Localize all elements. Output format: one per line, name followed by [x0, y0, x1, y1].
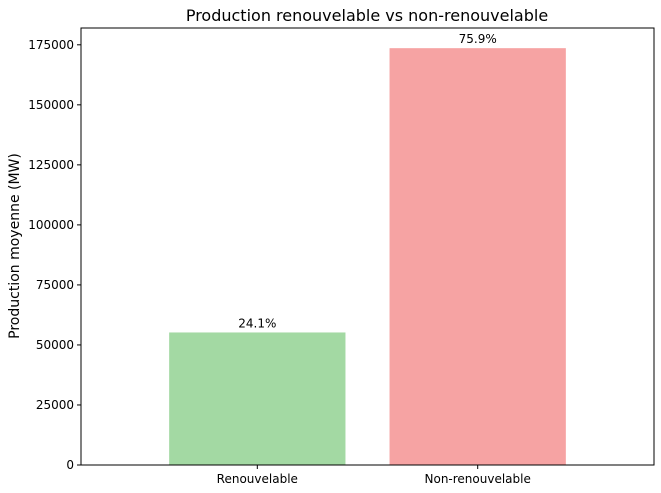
y-tick-label-7: 175000: [28, 38, 74, 52]
y-tick-label-3: 75000: [36, 278, 74, 292]
data-label-0: 24.1%: [238, 316, 276, 330]
data-labels-group: 24.1% 75.9%: [238, 32, 497, 330]
x-tick-label-1: Non-renouvelable: [425, 472, 531, 486]
y-axis-ticks: 0 25000 50000 75000 100000 125000 150000 175000: [28, 38, 81, 472]
bar-1: [389, 48, 566, 466]
x-axis-ticks: Renouvelable Non-renouvelable: [217, 465, 531, 486]
y-axis-label: Production moyenne (MW): [7, 153, 23, 339]
y-tick-label-6: 150000: [28, 98, 74, 112]
y-tick-label-4: 100000: [28, 218, 74, 232]
data-label-1: 75.9%: [459, 32, 497, 46]
y-tick-label-2: 50000: [36, 338, 74, 352]
x-tick-label-0: Renouvelable: [217, 472, 298, 486]
chart-title: Production renouvelable vs non-renouvela…: [186, 6, 548, 25]
y-tick-label-5: 125000: [28, 158, 74, 172]
plot-frame: [80, 27, 655, 466]
y-tick-label-1: 25000: [36, 398, 74, 412]
bars-group: [169, 48, 566, 466]
bar-0: [169, 332, 346, 465]
y-tick-label-0: 0: [66, 458, 74, 472]
